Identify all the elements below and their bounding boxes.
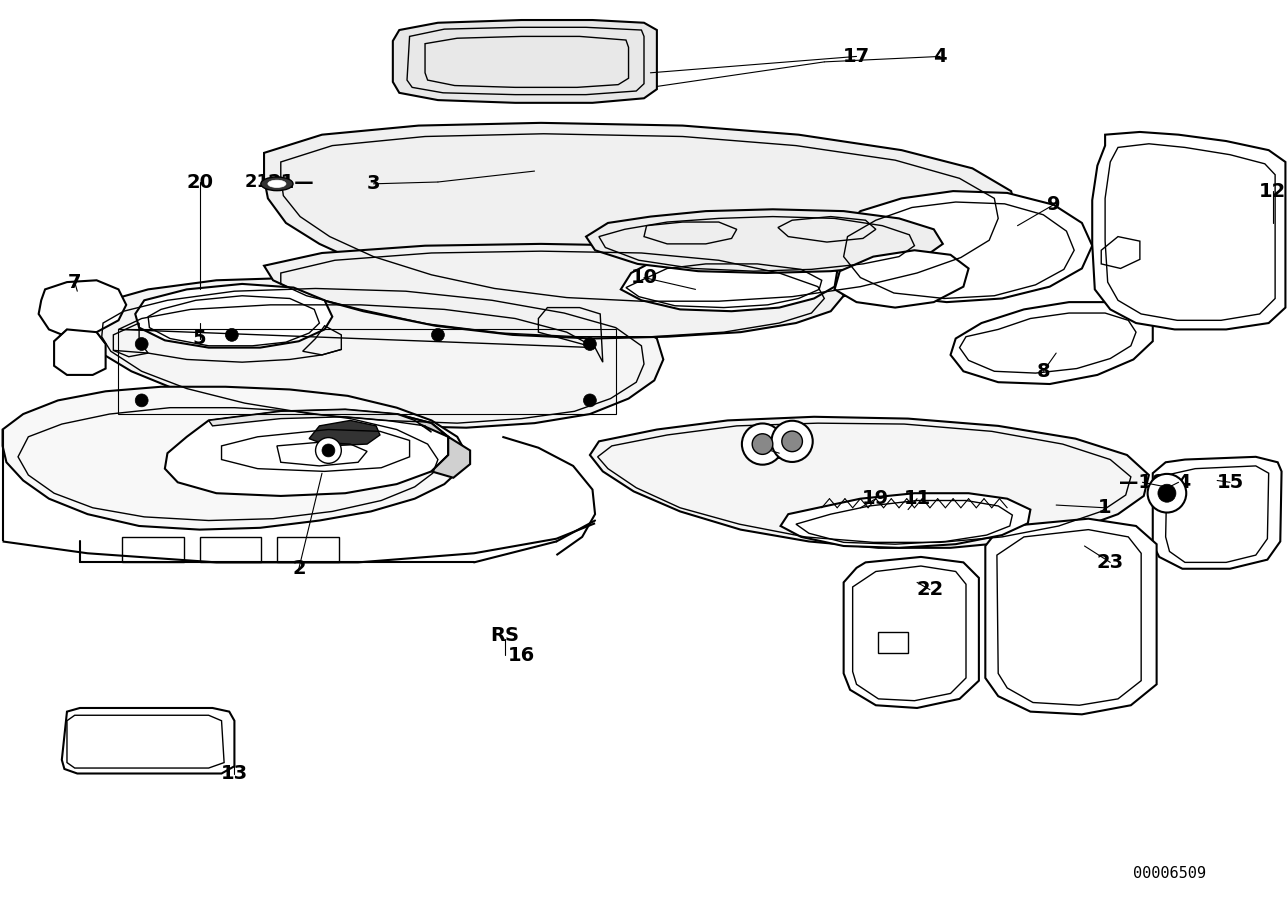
Polygon shape <box>1153 457 1282 569</box>
Ellipse shape <box>268 180 286 187</box>
Text: 1: 1 <box>1099 499 1112 517</box>
Circle shape <box>742 423 783 465</box>
Text: 19: 19 <box>862 490 890 508</box>
Polygon shape <box>62 708 234 774</box>
Circle shape <box>135 338 148 350</box>
Text: 22: 22 <box>916 581 944 599</box>
Polygon shape <box>781 493 1030 548</box>
Text: 8: 8 <box>1037 362 1050 380</box>
Ellipse shape <box>260 177 292 191</box>
Text: 13: 13 <box>220 764 249 783</box>
Polygon shape <box>397 414 470 478</box>
Text: 20: 20 <box>187 173 213 191</box>
Text: 5: 5 <box>193 329 206 348</box>
Polygon shape <box>831 191 1092 302</box>
Text: 2: 2 <box>292 560 305 578</box>
Polygon shape <box>951 302 1153 384</box>
Circle shape <box>752 434 773 454</box>
Text: 14: 14 <box>1164 473 1193 491</box>
Polygon shape <box>590 417 1149 548</box>
Text: 21—: 21— <box>268 173 314 191</box>
Polygon shape <box>80 278 663 428</box>
Text: 15: 15 <box>1216 473 1244 491</box>
Text: 10: 10 <box>631 268 657 287</box>
Circle shape <box>583 338 596 350</box>
Text: 9: 9 <box>1047 196 1060 214</box>
Polygon shape <box>393 20 657 103</box>
Polygon shape <box>1101 237 1140 268</box>
Text: 7: 7 <box>68 273 81 291</box>
Polygon shape <box>54 329 106 375</box>
Text: 23: 23 <box>1096 553 1124 571</box>
Polygon shape <box>621 253 837 311</box>
Text: 12: 12 <box>1258 182 1287 200</box>
Circle shape <box>431 329 444 341</box>
Polygon shape <box>264 244 844 339</box>
Text: 6: 6 <box>773 444 786 462</box>
Circle shape <box>322 444 335 457</box>
Polygon shape <box>3 387 466 530</box>
Text: RS: RS <box>491 626 519 644</box>
Polygon shape <box>209 410 431 432</box>
Circle shape <box>782 431 802 451</box>
Circle shape <box>316 438 341 463</box>
Circle shape <box>1158 484 1176 502</box>
Polygon shape <box>135 284 332 348</box>
Polygon shape <box>165 410 448 496</box>
Polygon shape <box>844 557 979 708</box>
Polygon shape <box>835 250 969 308</box>
Polygon shape <box>1092 132 1285 329</box>
Circle shape <box>583 394 596 407</box>
Text: 3: 3 <box>367 175 380 193</box>
Circle shape <box>1148 474 1186 512</box>
Circle shape <box>135 394 148 407</box>
Text: 4: 4 <box>934 47 947 66</box>
Polygon shape <box>309 420 380 446</box>
Text: 11: 11 <box>903 490 931 508</box>
Text: 21–: 21– <box>245 173 278 191</box>
Text: 17: 17 <box>842 47 871 66</box>
Polygon shape <box>985 519 1157 714</box>
Polygon shape <box>264 123 1018 308</box>
Text: 00006509: 00006509 <box>1133 866 1206 881</box>
Circle shape <box>772 420 813 462</box>
Text: —18: —18 <box>1119 473 1166 491</box>
Circle shape <box>225 329 238 341</box>
Polygon shape <box>586 209 943 273</box>
Polygon shape <box>39 280 126 337</box>
Text: 16: 16 <box>507 646 536 664</box>
